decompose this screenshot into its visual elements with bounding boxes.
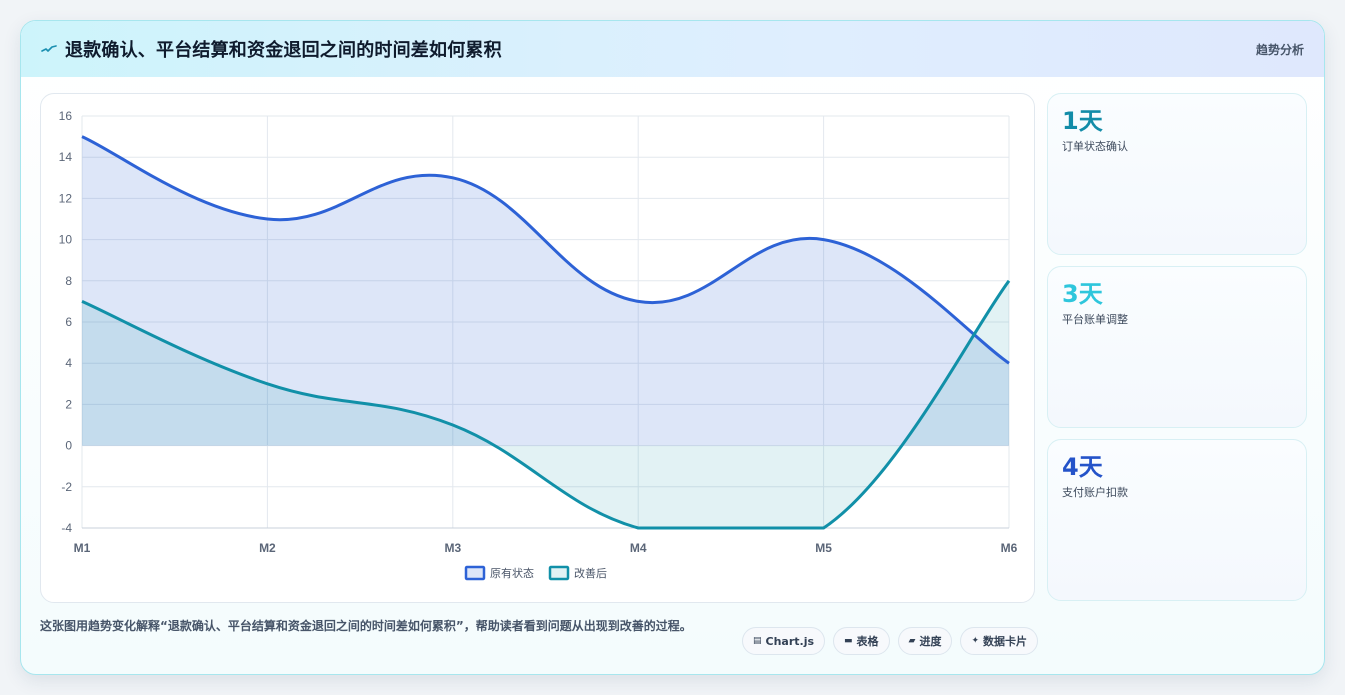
legend-swatch [464,565,486,581]
x-tick-label: M4 [630,541,647,555]
chart-icon: ▤ [753,636,762,646]
chart-description: 这张图用趋势变化解释“退款确认、平台结算和资金退回之间的时间差如何累积”，帮助读… [40,619,692,633]
x-tick-label: M2 [259,541,276,555]
x-tick-label: M5 [815,541,832,555]
stat-label: 平台账单调整 [1062,313,1128,326]
stat-label: 支付账户扣款 [1062,486,1128,499]
y-tick-label: 12 [59,191,73,205]
x-tick-label: M3 [444,541,461,555]
y-tick-label: 2 [65,397,72,411]
series-area [82,280,1009,528]
header-title-group: 退款确认、平台结算和资金退回之间的时间差如何累积 [41,36,502,62]
progress-icon: ▰ [908,636,916,646]
legend-label: 原有状态 [490,566,534,580]
page-title: 退款确认、平台结算和资金退回之间的时间差如何累积 [65,40,502,61]
stat-card: 1天 订单状态确认 [1047,93,1307,255]
y-tick-label: 14 [59,150,73,164]
stat-label: 订单状态确认 [1062,140,1128,153]
line-chart: -4 -2 0 2 4 6 8 10 12 14 16 M1 M2 M3 M4 M5 M6 原有状态 改善后 [59,109,1018,581]
stat-value: 3天 [1062,280,1103,308]
sparkle-icon: ✦ [971,636,980,646]
pulse-icon [41,45,57,52]
tech-pills: ▤ Chart.js ▬ 表格 ▰ 进度 ✦ 数据卡片 [742,627,1039,655]
stat-card: 4天 支付账户扣款 [1047,439,1307,601]
legend-swatch [548,565,570,581]
stat-value: 4天 [1062,453,1103,481]
stat-cards: 1天 订单状态确认 3天 平台账单调整 4天 支付账户扣款 [1047,93,1307,612]
header-tag: 趋势分析 [1255,42,1304,57]
stat-value: 1天 [1062,107,1103,135]
report-card: 退款确认、平台结算和资金退回之间的时间差如何累积 趋势分析 -4 -2 0 2 4 6 8 1… [20,20,1325,675]
chart-panel: -4 -2 0 2 4 6 8 10 12 14 16 M1 M2 M3 M4 M5 M6 原有状态 改善后 [40,93,1035,603]
y-tick-label: 10 [59,233,73,247]
y-tick-label: 6 [65,315,72,329]
pill-table[interactable]: ▬ 表格 [833,627,890,655]
table-icon: ▬ [844,636,853,646]
card-header: 退款确认、平台结算和资金退回之间的时间差如何累积 趋势分析 [21,21,1324,77]
x-tick-label: M1 [74,541,91,555]
y-tick-label: 8 [65,274,72,288]
y-tick-label: 16 [59,109,73,123]
pill-progress[interactable]: ▰ 进度 [897,627,953,655]
y-tick-label: -4 [61,521,72,535]
pill-label: Chart.js [765,634,815,648]
series-area [82,136,1009,446]
pill-label: 数据卡片 [983,635,1028,648]
pill-chartjs[interactable]: ▤ Chart.js [742,627,826,655]
stat-card: 3天 平台账单调整 [1047,266,1307,428]
y-tick-label: 4 [65,356,72,370]
y-tick-label: -2 [61,480,72,494]
x-tick-label: M6 [1001,541,1018,555]
series-line [81,135,1010,365]
series-line [81,279,1011,530]
y-tick-label: 0 [65,439,72,453]
legend-label: 改善后 [574,566,607,580]
pill-label: 进度 [919,635,942,648]
pill-label: 表格 [856,635,879,648]
pill-data-cards[interactable]: ✦ 数据卡片 [960,627,1039,655]
